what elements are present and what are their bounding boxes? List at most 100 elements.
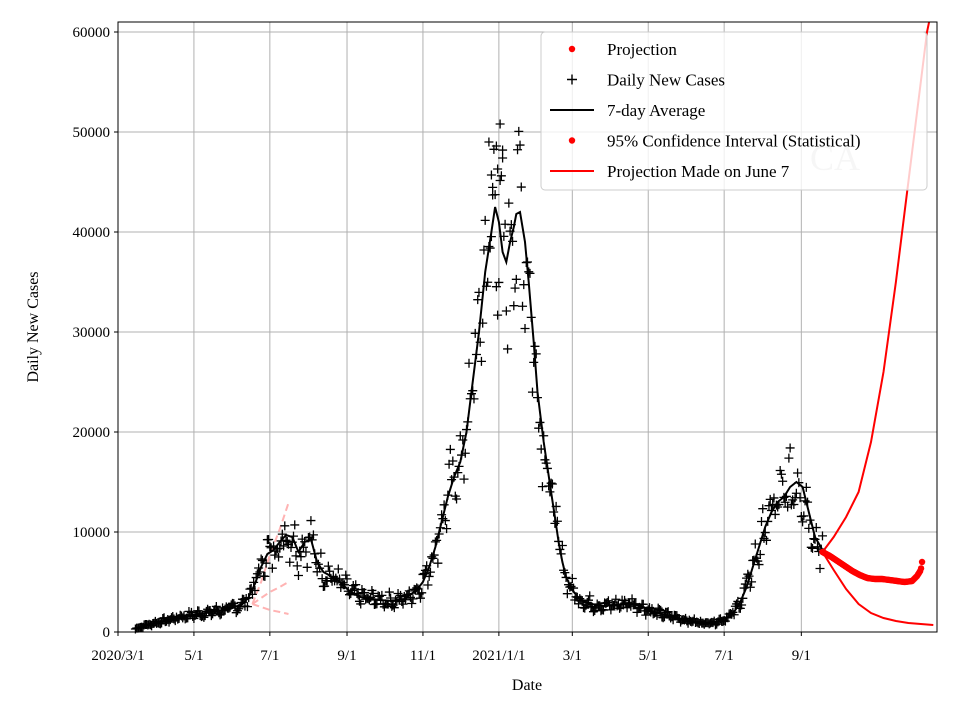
legend-label: Projection Made on June 7 [607,162,790,181]
daily-case-point [611,594,621,604]
daily-case-point [270,550,280,560]
daily-case-point [496,171,506,181]
y-tick-label: 0 [103,625,111,641]
daily-case-point [341,570,351,580]
y-tick-label: 40000 [73,225,111,241]
daily-case-point [585,591,595,601]
y-axis-label: Daily New Cases [25,271,42,382]
early-projection-line [251,502,290,605]
legend-marker-plus [567,74,577,85]
daily-case-point [286,543,296,553]
daily-case-point [267,563,277,573]
daily-case-point [464,358,474,368]
x-tick-label: 2020/3/1 [91,648,144,664]
daily-case-point [423,580,433,590]
x-axis: 2020/3/1 5/1 7/1 9/1 11/1 2021/1/1 3/1 5/1 7/1 9/… [91,632,811,664]
daily-case-point [264,535,274,545]
y-tick-label: 10000 [73,525,111,541]
daily-case-point [789,500,799,510]
daily-case-point [776,469,786,479]
daily-case-point [301,547,311,557]
daily-case-point [455,431,465,441]
daily-case-point [215,610,225,620]
daily-case-point [325,566,335,576]
y-tick-label: 20000 [73,425,111,441]
daily-case-point [791,488,801,498]
daily-case-point [417,588,427,598]
projection-bound-line [821,551,934,626]
daily-case-point [448,456,458,466]
daily-case-point [407,599,417,609]
daily-case-point [527,387,537,397]
y-axis: 0 10000 20000 30000 40000 50000 60000 [73,25,118,641]
daily-case-point [504,198,514,208]
daily-case-point [785,443,795,453]
x-tick-label: 9/1 [337,648,356,664]
x-tick-label: 9/1 [792,648,811,664]
x-axis-label: Date [512,677,542,694]
daily-case-point [493,310,503,320]
daily-case-point [302,562,312,572]
daily-case-point [761,535,771,545]
daily-case-point [493,164,503,174]
daily-case-point [211,601,221,611]
daily-case-point [404,586,414,596]
daily-case-point [408,594,418,604]
daily-case-point [562,589,572,599]
daily-case-point [516,182,526,192]
daily-case-point [280,521,290,531]
daily-case-point [351,580,361,590]
daily-case-point [296,552,306,562]
daily-case-point [641,610,651,620]
x-tick-label: 5/1 [639,648,658,664]
daily-case-point [474,287,484,297]
daily-case-point [486,170,496,180]
projection-point [917,565,925,572]
daily-case-point [784,453,794,463]
daily-case-point [509,301,519,311]
daily-case-point [476,356,486,366]
daily-case-point [754,560,764,570]
daily-case-point [277,529,287,539]
daily-case-point [317,574,327,584]
legend-label: Daily New Cases [607,71,725,90]
daily-case-point [510,283,520,293]
daily-case-point [275,543,285,553]
daily-case-point [795,493,805,503]
seven-day-average-series [135,206,824,630]
daily-case-point [342,574,352,584]
daily-case-point [799,511,809,521]
daily-case-point [488,190,498,200]
daily-case-point [498,153,508,163]
daily-case-point [445,444,455,454]
x-tick-label: 3/1 [563,648,582,664]
daily-case-point [775,466,785,476]
daily-case-point [308,530,318,540]
daily-case-point [514,126,524,136]
daily-case-point [320,581,330,591]
x-tick-label: 7/1 [260,648,279,664]
daily-case-point [291,551,301,561]
daily-case-point [323,561,333,571]
x-tick-label: 11/1 [410,648,436,664]
daily-case-point [750,539,760,549]
daily-case-point [199,612,209,622]
daily-case-point [511,274,521,284]
y-tick-label: 30000 [73,325,111,341]
daily-case-point [384,587,394,597]
legend-box [540,31,928,191]
daily-case-point [484,137,494,147]
daily-case-point [274,552,284,562]
daily-case-point [515,140,525,150]
daily-case-point [758,504,768,514]
daily-case-point [306,516,316,526]
daily-case-point [798,517,808,527]
daily-case-point [494,277,504,287]
daily-case-point [368,588,378,598]
early-projection-line [251,581,289,605]
daily-case-point [479,245,489,255]
daily-case-point [473,295,483,305]
daily-case-point [333,564,343,574]
legend-marker-dot [568,137,576,144]
